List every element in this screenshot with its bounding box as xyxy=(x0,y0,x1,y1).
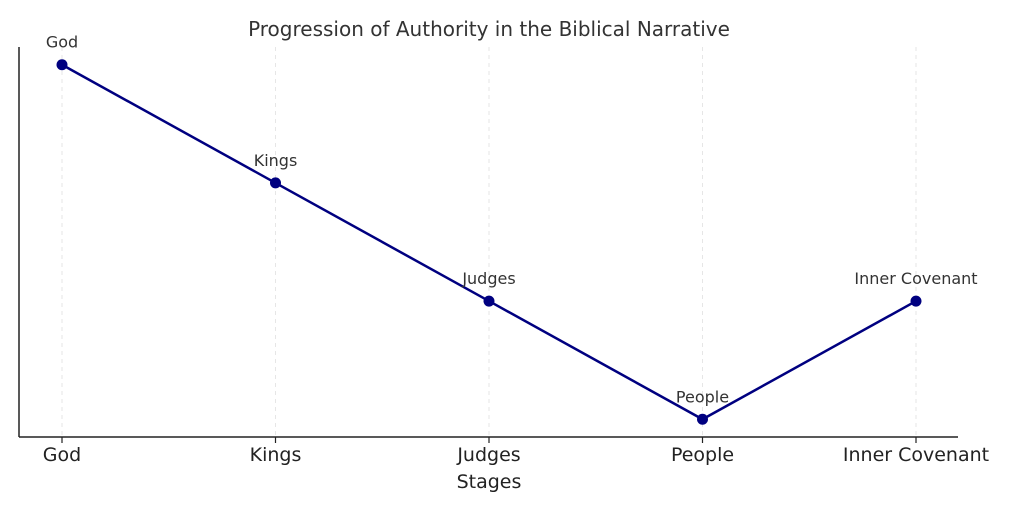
data-label: God xyxy=(46,33,78,52)
data-point xyxy=(270,177,281,189)
data-point xyxy=(56,59,68,71)
data-label: Judges xyxy=(461,269,515,288)
x-tick-label: Inner Covenant xyxy=(843,444,989,466)
x-tick-label: Judges xyxy=(456,444,520,466)
label-layer: God Kings Judges People Inner Covenant xyxy=(46,33,978,407)
tick-layer: God Kings Judges People Inner Covenant xyxy=(43,437,989,466)
chart-title: Progression of Authority in the Biblical… xyxy=(248,17,730,41)
series-layer xyxy=(56,59,922,425)
grid-layer xyxy=(61,47,917,437)
x-axis-label: Stages xyxy=(457,471,522,493)
x-tick-label: People xyxy=(671,444,734,466)
data-label: Kings xyxy=(254,151,298,170)
data-point xyxy=(697,413,708,425)
data-point xyxy=(483,295,495,307)
data-label: Inner Covenant xyxy=(854,269,977,288)
data-label: People xyxy=(676,387,729,406)
x-tick-label: God xyxy=(43,444,81,466)
x-tick-label: Kings xyxy=(250,444,302,466)
data-point xyxy=(910,295,922,307)
